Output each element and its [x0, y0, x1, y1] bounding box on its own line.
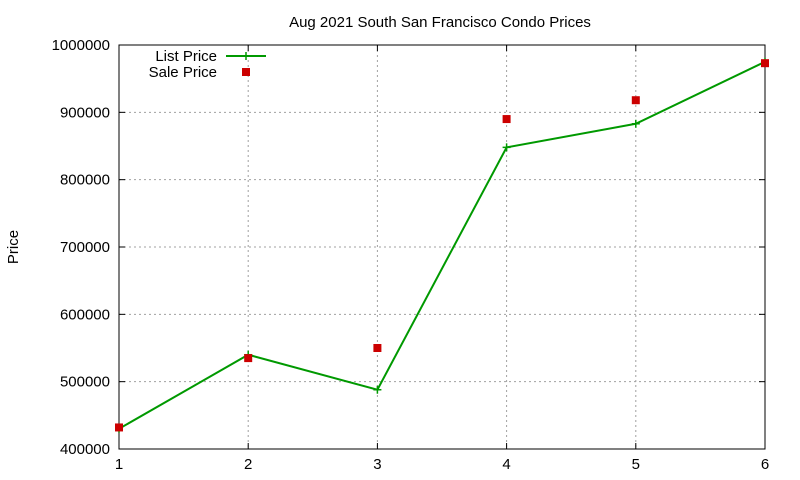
- list-price-legend-marker: [242, 52, 250, 60]
- x-tick-label: 4: [502, 456, 510, 473]
- y-tick-label: 500000: [60, 374, 110, 391]
- x-tick-label: 2: [244, 456, 252, 473]
- chart-title: Aug 2021 South San Francisco Condo Price…: [289, 14, 591, 31]
- list-price-point: [502, 143, 511, 152]
- y-tick-label: 1000000: [52, 37, 110, 54]
- y-tick-label: 800000: [60, 172, 110, 189]
- series-layer: [115, 57, 769, 433]
- sale-price-point: [115, 423, 123, 432]
- x-tick-label: 5: [632, 456, 640, 473]
- sale-price-point: [373, 344, 382, 352]
- plot-frame: [118, 44, 766, 450]
- sale-price-point: [244, 354, 253, 363]
- list-price-point: [373, 385, 382, 394]
- x-tick-label: 1: [115, 456, 123, 473]
- sale-price-point: [631, 96, 640, 105]
- list-price-point: [631, 119, 640, 128]
- list-price-line: [118, 60, 766, 430]
- x-tick-label: 3: [373, 456, 381, 473]
- sale-price-legend-label: Sale Price: [149, 64, 217, 81]
- list-price-legend-label: List Price: [155, 48, 217, 65]
- y-tick-label: 900000: [60, 104, 110, 121]
- sale-price-legend-marker: [242, 68, 250, 76]
- y-tick-label: 700000: [60, 239, 110, 256]
- y-tick-label: 600000: [60, 306, 110, 323]
- y-tick-label: 400000: [60, 441, 110, 458]
- sale-price-point: [761, 59, 769, 68]
- x-tick-label: 6: [761, 456, 769, 473]
- sale-price-point: [502, 115, 511, 124]
- axis-ticks: 1 2 3 4 5 6 400000 500000 600000 700000 800000 9000…: [52, 37, 770, 473]
- y-axis-label: Price: [5, 230, 22, 264]
- grid: [119, 45, 765, 449]
